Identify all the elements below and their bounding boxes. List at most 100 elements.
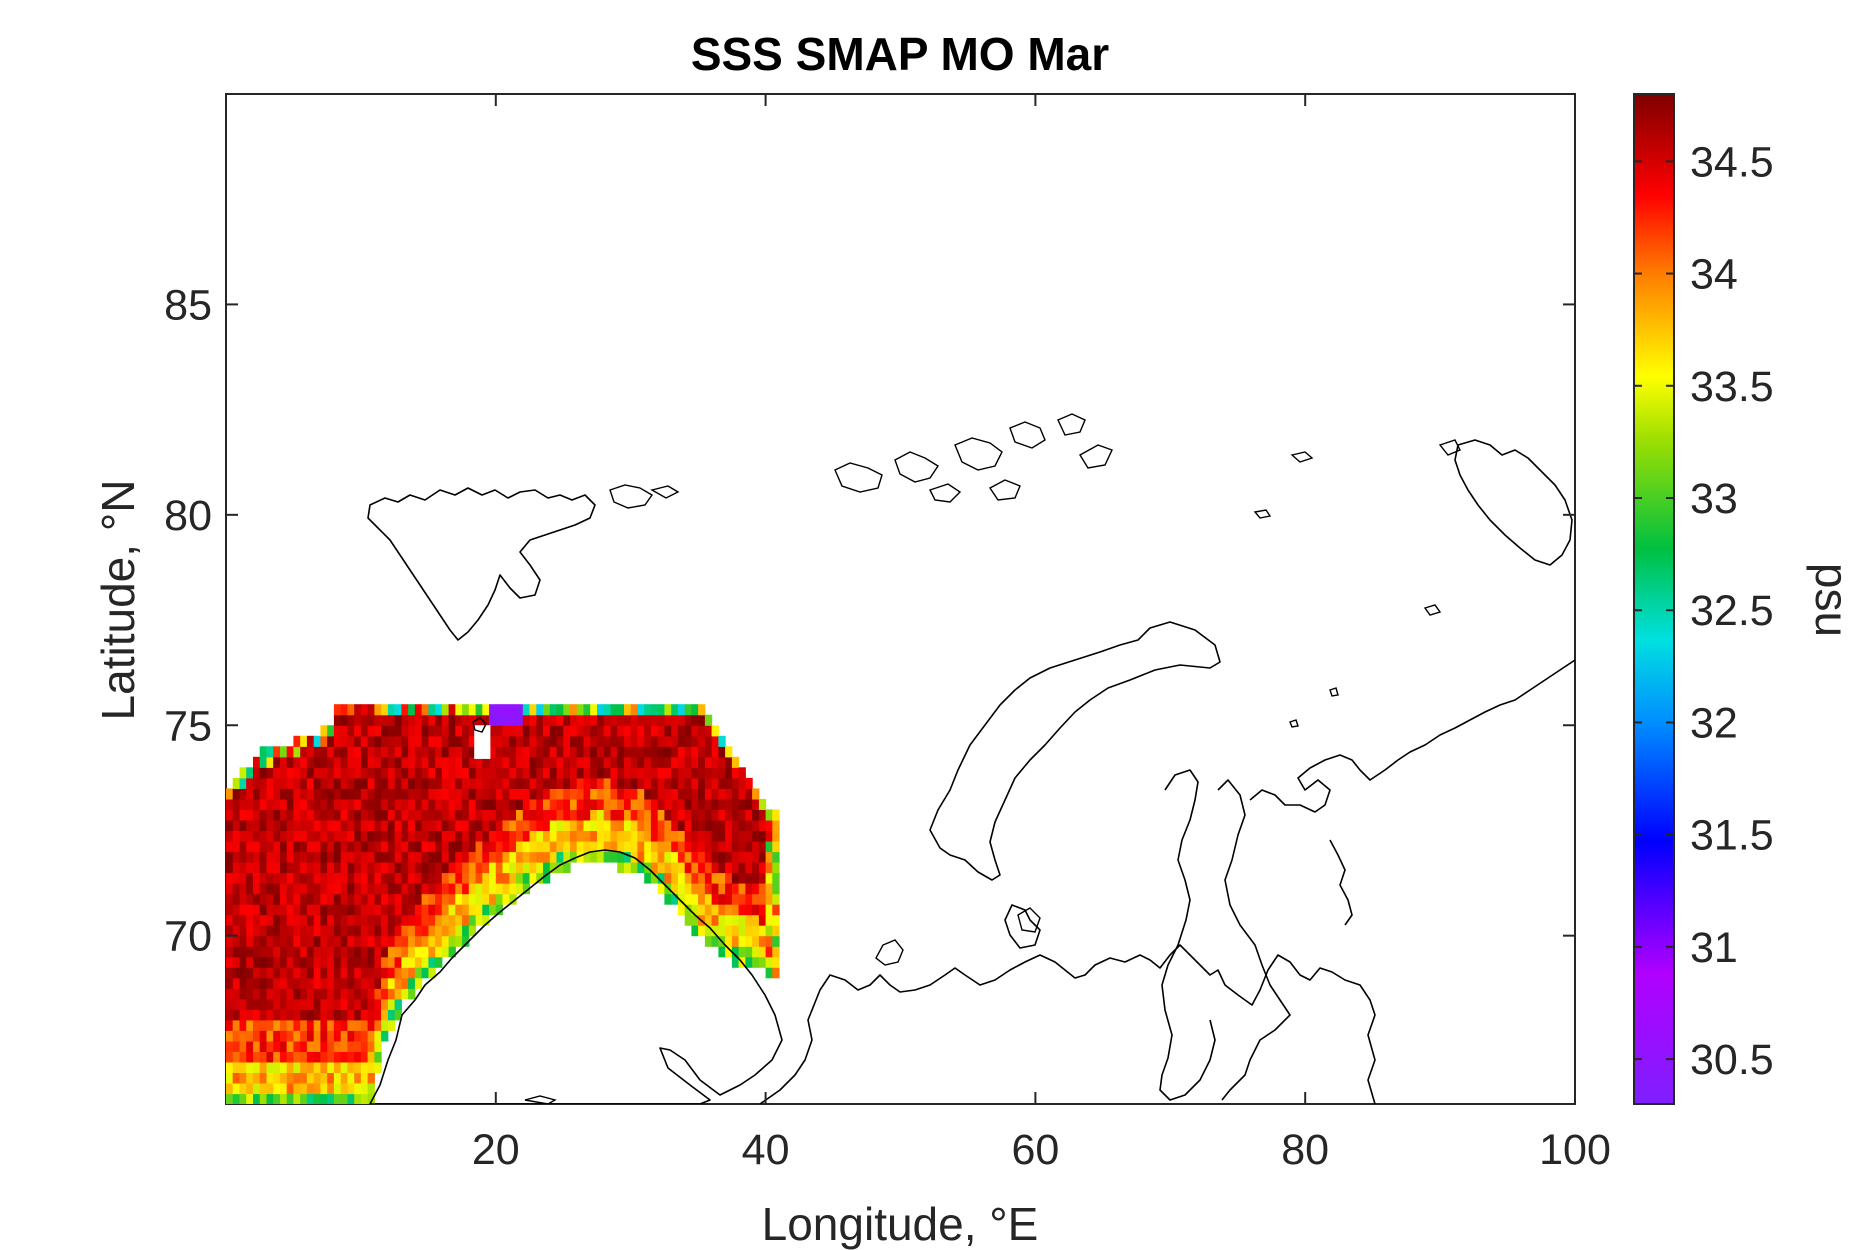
heatmap-cell [731,851,740,863]
heatmap-cell [745,925,753,937]
heatmap-cell [327,1051,335,1063]
heatmap-cell [401,746,409,758]
heatmap-cell [455,862,463,874]
heatmap-cell [259,1040,267,1052]
heatmap-cell [441,704,450,716]
heatmap-cell [367,1040,375,1052]
heatmap-cell [718,946,726,958]
heatmap-cell [354,967,362,979]
heatmap-cell [698,735,706,747]
heatmap-cell [401,956,409,968]
heatmap-cell [273,851,281,863]
heatmap-cell [765,851,773,863]
heatmap-cell [610,788,618,800]
heatmap-cell [374,809,382,821]
heatmap-cell [421,872,429,884]
heatmap-cell [725,788,733,800]
heatmap-cell [583,819,591,831]
heatmap-cell [428,862,436,874]
heatmap-cell [603,746,611,758]
heatmap-cell [226,1009,234,1021]
heatmap-cell [293,1040,301,1052]
heatmap-cell [273,1083,281,1095]
heatmap-cell [320,819,328,831]
heatmap-cell [684,735,692,747]
heatmap-cell [408,956,416,968]
heatmap-cell [360,1061,369,1073]
heatmap-cell [226,1040,234,1052]
heatmap-cell [462,746,470,758]
heatmap-cell [536,788,544,800]
heatmap-cell [563,725,571,737]
franz-josef-land-7 [929,483,962,503]
heatmap-cell [597,830,605,842]
heatmap-cell [253,756,261,768]
heatmap-cell [536,819,544,831]
heatmap-cell [698,862,706,874]
heatmap-cell [414,883,423,895]
heatmap-cell [441,883,450,895]
heatmap-cell [455,704,463,716]
heatmap-cell [239,841,247,853]
heatmap-cell [266,914,274,926]
heatmap-cell [549,714,558,726]
heatmap-cell [286,1030,294,1042]
heatmap-cell [401,935,409,947]
heatmap-cell [509,883,517,895]
heatmap-cell [381,893,389,905]
heatmap-cell [448,788,456,800]
heatmap-cell [718,819,726,831]
heatmap-cell [462,914,470,926]
heatmap-cell [340,977,348,989]
heatmap-cell [421,830,429,842]
severnaya-zemlya-small [1438,439,1461,456]
heatmap-cell [320,935,328,947]
heatmap-cell [387,893,396,905]
heatmap-cell [543,872,551,884]
heatmap-cell [374,756,382,768]
heatmap-cell [387,830,396,842]
heatmap-cell [563,704,571,716]
heatmap-cell [583,735,591,747]
heatmap-cell [347,862,355,874]
heatmap-cell [516,872,524,884]
heatmap-cell [320,893,328,905]
heatmap-cell [273,1009,281,1021]
heatmap-cell [232,967,240,979]
heatmap-cell [462,841,470,853]
heatmap-cell [232,977,240,989]
heatmap-cell [354,1083,362,1095]
heatmap-cell [772,872,780,884]
heatmap-cell [259,1093,267,1104]
heatmap-cell [280,767,288,779]
heatmap-cell [300,851,308,863]
heatmap-cell [300,819,308,831]
heatmap-cell [650,798,659,810]
heatmap-cell [246,830,254,842]
heatmap-cell [374,925,382,937]
heatmap-cell [570,841,578,853]
heatmap-cell [306,746,315,758]
heatmap-cell [340,883,348,895]
heatmap-cell [340,819,348,831]
heatmap-cell [273,1072,281,1084]
heatmap-cell [752,914,760,926]
heatmap-cell [293,841,301,853]
heatmap-cell [300,777,308,789]
heatmap-cell [495,725,504,737]
heatmap-cell [684,819,692,831]
heatmap-cell [313,746,321,758]
heatmap-cell [340,925,348,937]
heatmap-cell [300,1072,308,1084]
heatmap-cell [529,872,537,884]
heatmap-cell [347,904,355,916]
heatmap-cell [583,809,591,821]
heatmap-cell [677,809,686,821]
heatmap-cell [401,725,409,737]
heatmap-cell [752,819,760,831]
heatmap-cell [293,830,301,842]
heatmap-cell [414,725,423,737]
heatmap-cell [313,788,321,800]
heatmap-cell [246,788,254,800]
heatmap-cell [704,777,713,789]
